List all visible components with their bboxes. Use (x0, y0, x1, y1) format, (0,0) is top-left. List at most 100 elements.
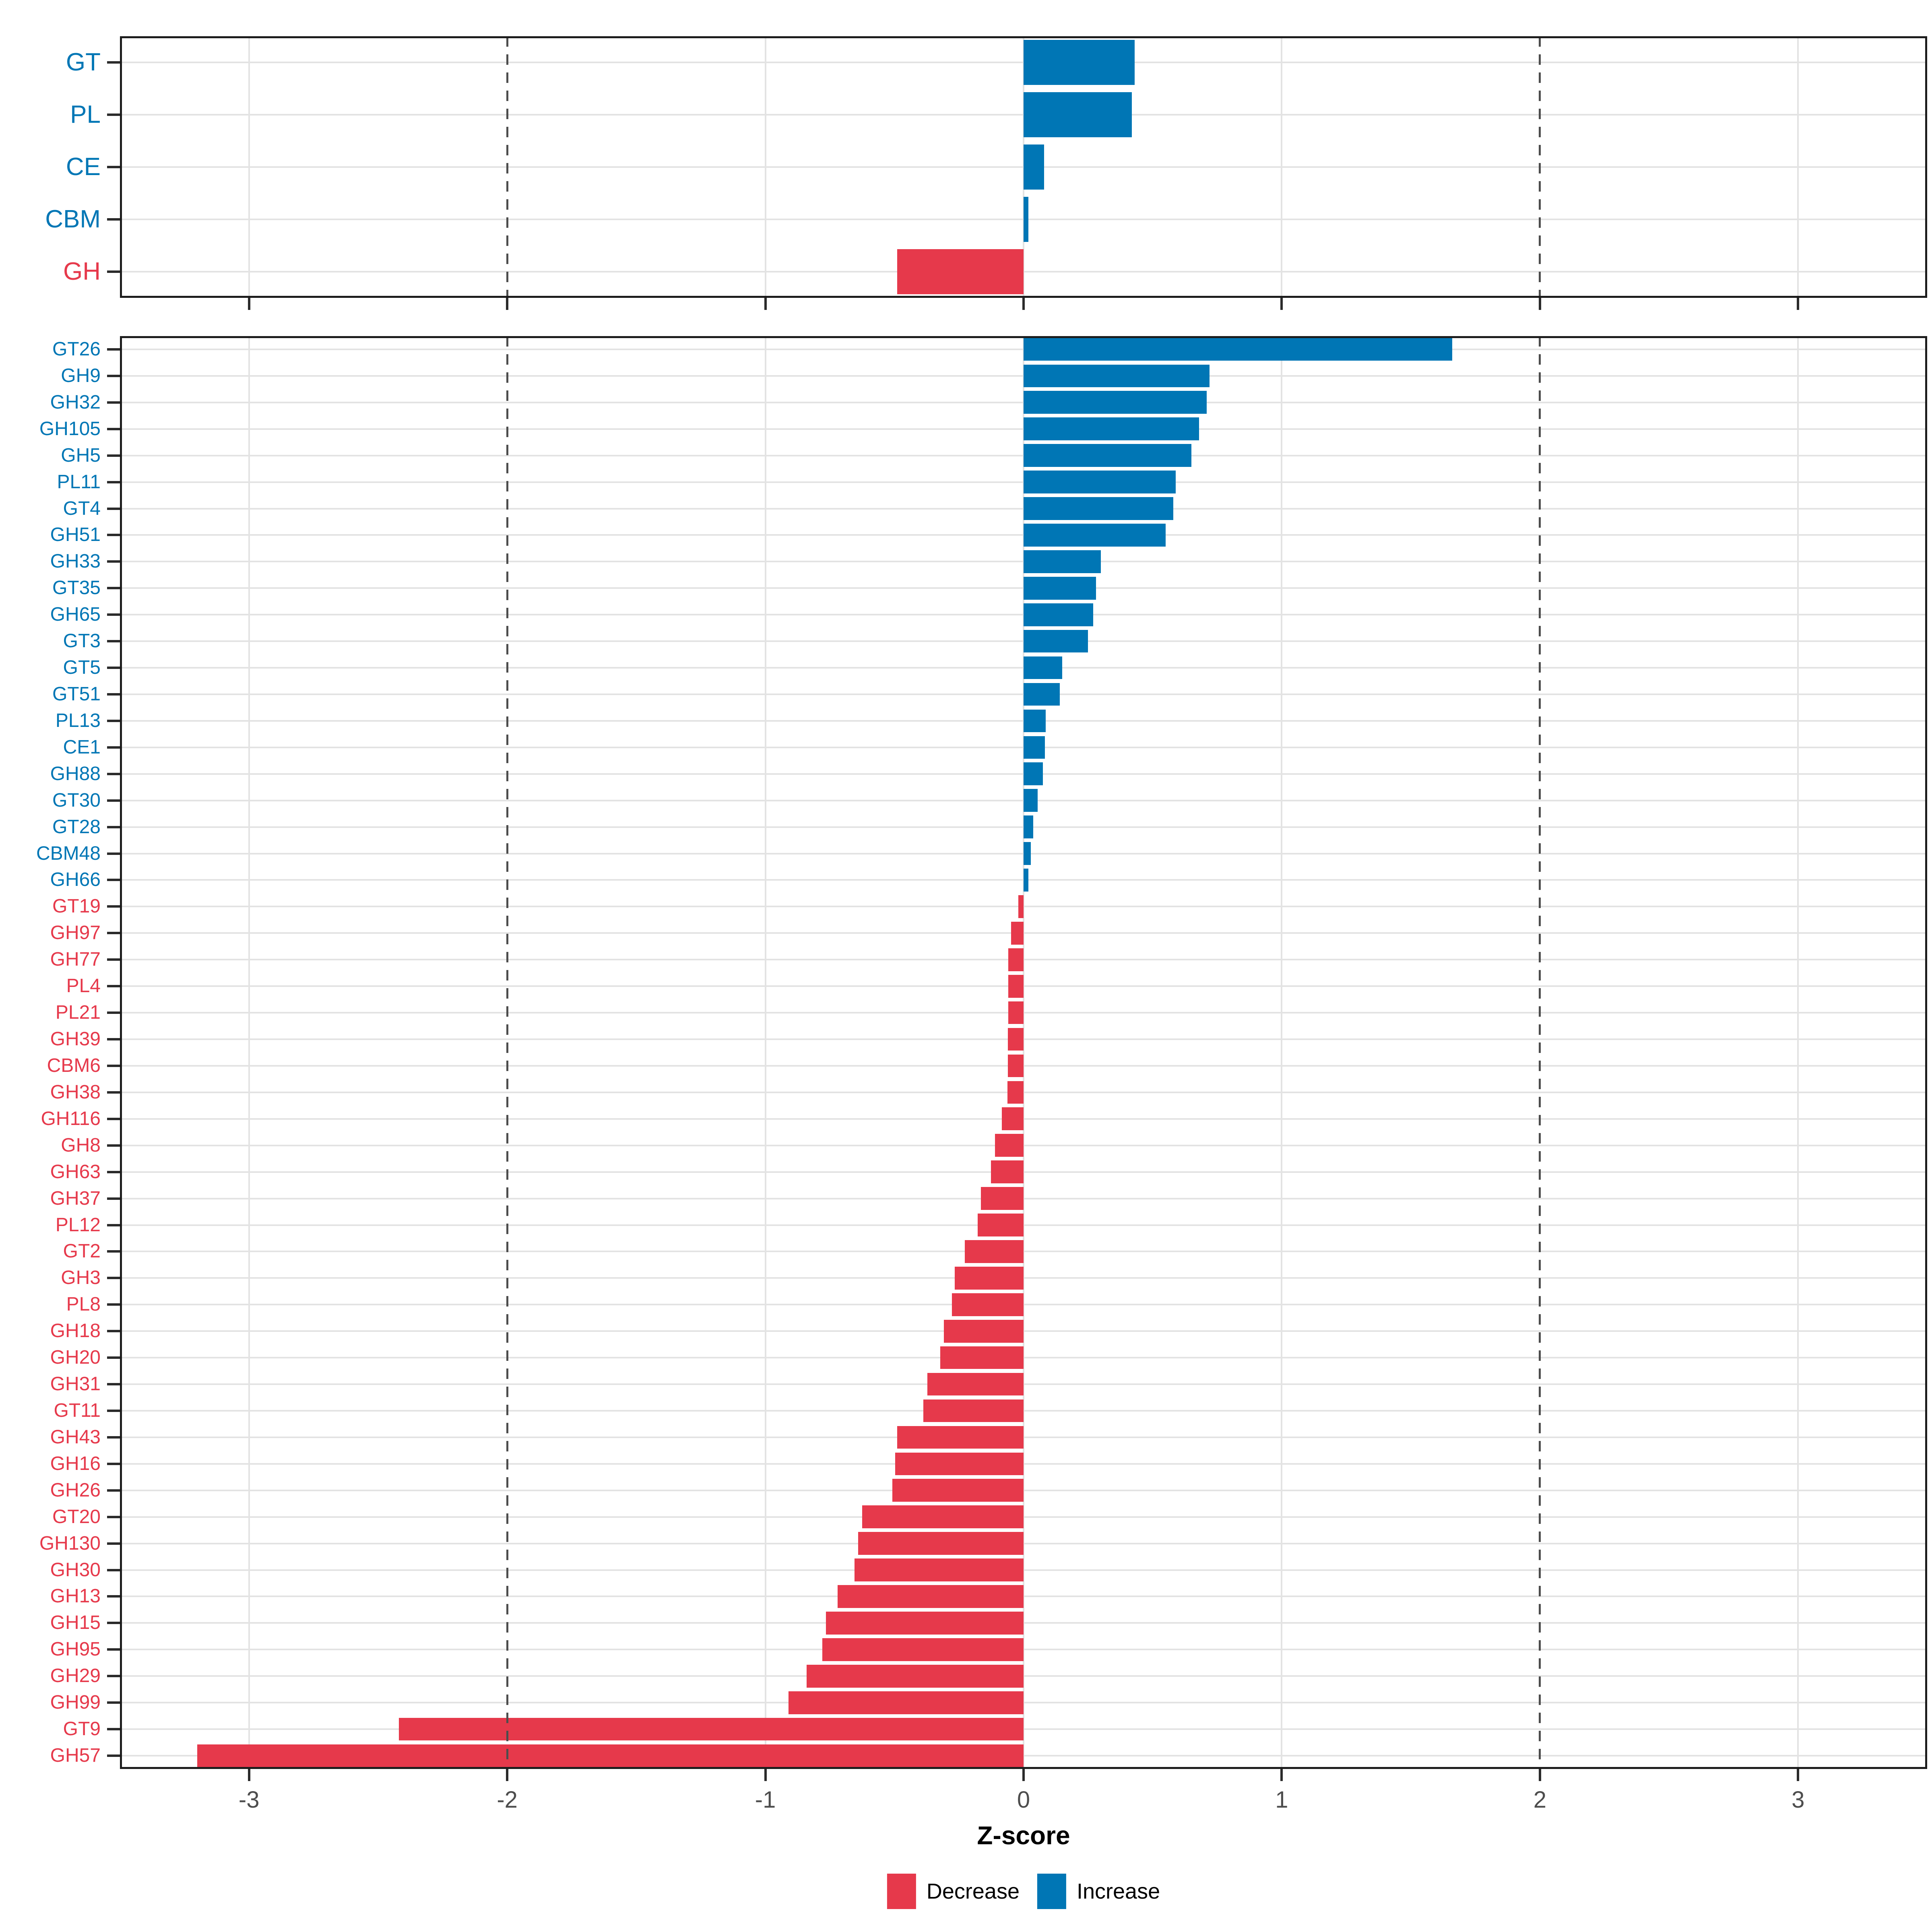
bar-GT35 (1024, 576, 1096, 600)
x-tick-label: -2 (497, 1787, 518, 1813)
y-tick-CE1 (107, 746, 120, 749)
x-tick (1022, 298, 1025, 310)
decrease-swatch-icon (887, 1874, 916, 1909)
row-label-GH43: GH43 (50, 1426, 101, 1448)
row-label-GH3: GH3 (61, 1267, 101, 1289)
bar-PL13 (1024, 709, 1046, 733)
bar-GH16 (895, 1452, 1024, 1476)
v-gridline (248, 336, 250, 1769)
bar-GH51 (1024, 524, 1166, 547)
bar-GT26 (1024, 338, 1452, 361)
y-tick-GH38 (107, 1091, 120, 1094)
bar-GH37 (981, 1187, 1024, 1210)
row-label-GH57: GH57 (50, 1745, 101, 1767)
x-tick (506, 298, 509, 310)
legend: Decrease Increase (887, 1874, 1160, 1909)
row-label-GT28: GT28 (52, 816, 101, 838)
y-tick-GH88 (107, 772, 120, 775)
row-label-GH39: GH39 (50, 1028, 101, 1050)
y-tick-GH130 (107, 1542, 120, 1545)
bar-CBM48 (1024, 842, 1031, 865)
row-label-GH29: GH29 (50, 1665, 101, 1687)
x-axis-title: Z-score (977, 1821, 1070, 1850)
bar-GT20 (862, 1505, 1024, 1529)
row-label-GH66: GH66 (50, 869, 101, 891)
y-tick-CBM48 (107, 852, 120, 855)
bar-GT4 (1024, 497, 1174, 520)
bar-PL8 (952, 1293, 1024, 1316)
row-label-CBM: CBM (45, 205, 101, 233)
bar-GT19 (1018, 895, 1024, 918)
row-label-GH63: GH63 (50, 1161, 101, 1183)
y-tick-GT9 (107, 1728, 120, 1731)
x-tick (1022, 1769, 1025, 1781)
bar-GH5 (1024, 444, 1191, 467)
y-tick-GT19 (107, 905, 120, 908)
legend-item-decrease: Decrease (887, 1874, 1020, 1909)
v-gridline (248, 36, 250, 298)
y-tick-GH30 (107, 1569, 120, 1571)
row-label-GH65: GH65 (50, 604, 101, 625)
x-tick (1797, 1769, 1800, 1781)
increase-swatch-icon (1037, 1874, 1066, 1909)
bar-GT5 (1024, 656, 1063, 679)
y-tick-GH65 (107, 613, 120, 616)
row-label-GH30: GH30 (50, 1559, 101, 1581)
y-tick-GH77 (107, 958, 120, 961)
bar-GT28 (1024, 815, 1034, 838)
y-tick-GH63 (107, 1170, 120, 1173)
row-label-GH32: GH32 (50, 391, 101, 413)
row-label-GH31: GH31 (50, 1373, 101, 1395)
bar-GT11 (923, 1399, 1024, 1422)
y-tick-GH37 (107, 1197, 120, 1200)
x-tick (764, 1769, 767, 1781)
bar-GH3 (954, 1267, 1024, 1290)
row-label-GT30: GT30 (52, 789, 101, 811)
row-label-GH97: GH97 (50, 922, 101, 944)
row-label-GT9: GT9 (63, 1718, 101, 1740)
row-label-GT51: GT51 (52, 683, 101, 705)
bar-GH26 (892, 1479, 1024, 1502)
y-tick-GH13 (107, 1595, 120, 1598)
y-tick-PL (107, 114, 120, 116)
bar-CBM (1024, 197, 1028, 242)
row-label-CBM48: CBM48 (36, 842, 101, 864)
row-label-PL13: PL13 (55, 710, 101, 731)
bar-GH66 (1024, 869, 1028, 892)
dashed-refline (1539, 336, 1541, 1769)
bar-GH39 (1007, 1028, 1024, 1051)
y-tick-GH16 (107, 1462, 120, 1465)
row-label-GT2: GT2 (63, 1241, 101, 1262)
y-tick-GT5 (107, 667, 120, 669)
v-gridline (1281, 336, 1283, 1769)
row-label-GH38: GH38 (50, 1081, 101, 1103)
bar-CE (1024, 144, 1044, 190)
row-label-CBM6: CBM6 (47, 1055, 101, 1076)
bar-GH65 (1024, 603, 1094, 626)
bar-GH9 (1024, 364, 1210, 388)
bar-GH13 (838, 1585, 1024, 1608)
v-gridline (764, 336, 766, 1769)
bar-GH99 (788, 1691, 1024, 1714)
row-label-GH16: GH16 (50, 1453, 101, 1474)
y-tick-GT20 (107, 1515, 120, 1518)
bar-CBM6 (1007, 1054, 1024, 1077)
bar-GT (1024, 40, 1135, 85)
y-tick-GT3 (107, 640, 120, 643)
x-tick-label: 1 (1275, 1787, 1288, 1813)
bar-GH63 (991, 1160, 1024, 1183)
row-label-GH15: GH15 (50, 1612, 101, 1634)
bar-GT2 (964, 1240, 1024, 1263)
row-label-PL8: PL8 (66, 1294, 101, 1315)
bar-GT3 (1024, 630, 1088, 653)
row-label-GT4: GT4 (63, 497, 101, 519)
x-tick (1280, 298, 1283, 310)
y-tick-GH116 (107, 1117, 120, 1120)
row-label-CE: CE (66, 153, 101, 181)
row-label-GH33: GH33 (50, 551, 101, 572)
y-tick-PL12 (107, 1224, 120, 1226)
bar-PL4 (1008, 974, 1024, 998)
y-tick-GH97 (107, 932, 120, 935)
row-label-PL12: PL12 (55, 1214, 101, 1236)
